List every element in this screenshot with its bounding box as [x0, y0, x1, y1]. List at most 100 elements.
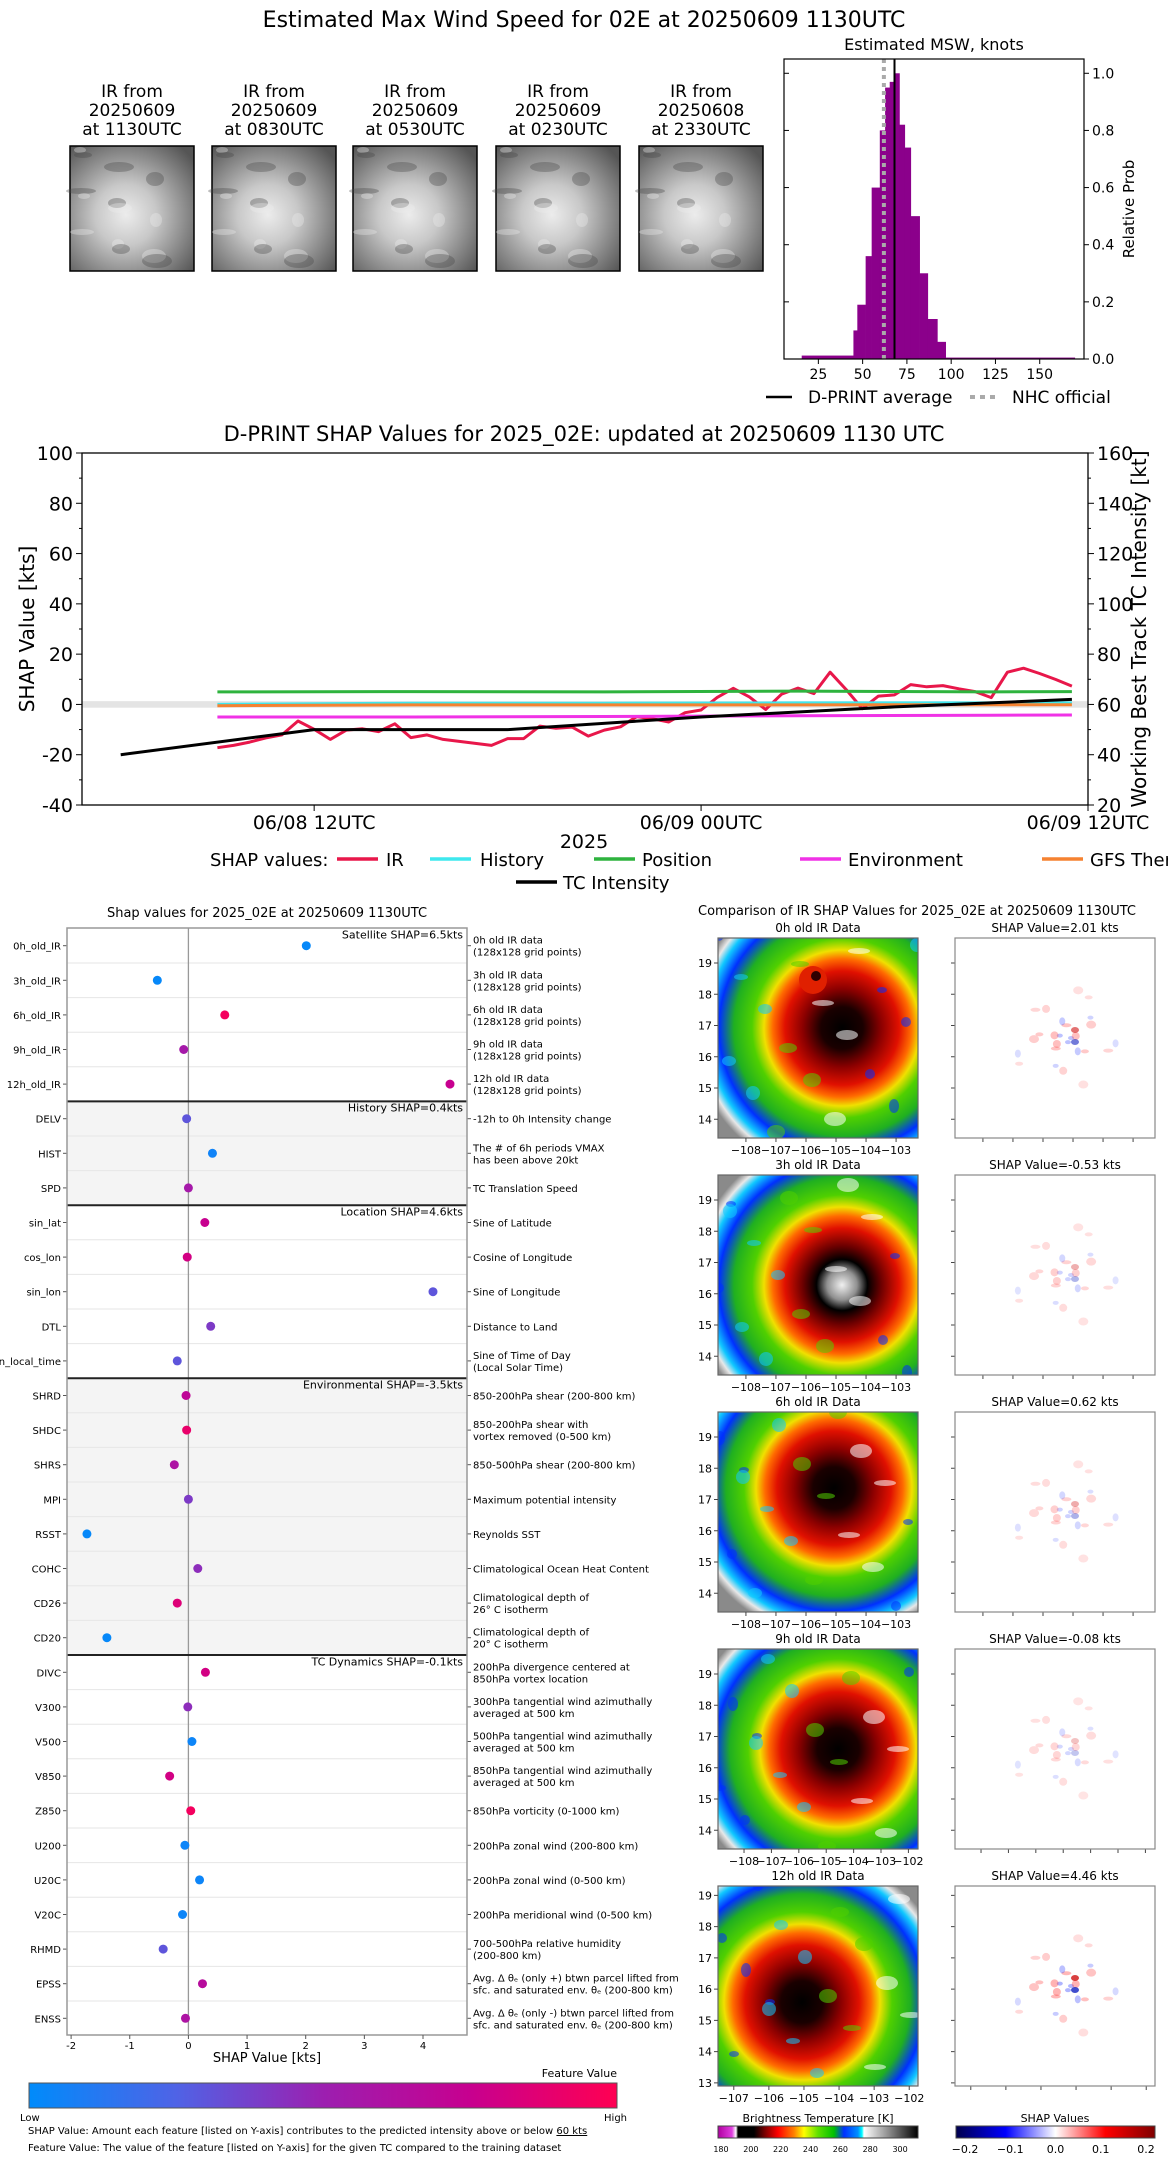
shap-blob [1014, 1997, 1021, 2006]
histogram-bar [871, 187, 881, 359]
lon-tick-label: −104 [851, 1144, 881, 1157]
cloud-cell [728, 1697, 738, 1711]
shap-blob [1029, 1272, 1040, 1281]
shap-map [955, 1175, 1155, 1375]
cloud-texture [387, 162, 417, 172]
lat-tick-label: 16 [698, 1525, 712, 1538]
cloud-cell [735, 1322, 749, 1332]
cloud-cell [806, 1723, 824, 1737]
cloud-texture [66, 188, 96, 194]
cloud-texture [391, 198, 409, 208]
shap-blob [1074, 1047, 1081, 1056]
cloud-cell [825, 1266, 847, 1272]
thumbnail-date: 20250609 [231, 101, 318, 121]
feature-name: 6h_old_IR [13, 1011, 61, 1022]
x-tick-label: 4 [420, 2041, 426, 2052]
cloud-cell [887, 1746, 909, 1752]
shap-blob [1080, 1523, 1089, 1528]
shap-blob [1086, 1494, 1097, 1503]
shap-blob [1059, 1728, 1066, 1737]
shap-blob [1071, 1506, 1080, 1515]
lon-tick-label: −106 [784, 1855, 814, 1868]
y-tick-label: 60 [49, 544, 73, 566]
cloud-cell [850, 1444, 872, 1458]
feature-description: Climatological depth of [473, 1628, 589, 1639]
feature-description: The # of 6h periods VMAX [472, 1143, 605, 1154]
shap-point-6h_old_IR [220, 1010, 230, 1020]
lon-tick-label: −107 [756, 1855, 786, 1868]
feature-description: 700-500hPa relative humidity [473, 1939, 621, 1950]
feature-description: Distance to Land [473, 1322, 558, 1333]
footnote-shap: SHAP Value: Amount each feature [listed … [28, 2126, 587, 2137]
shap-panel-frame [954, 937, 1156, 1139]
bt-colorbar-label: Brightness Temperature [K] [742, 2112, 893, 2125]
convective-core [811, 971, 821, 981]
x-tick-label: 25 [809, 367, 827, 383]
feature-description: 200hPa meridional wind (0-500 km) [473, 1911, 652, 1922]
cloud-cell [786, 2038, 800, 2044]
shap-blob [1087, 1963, 1094, 1968]
cloud-cell [734, 974, 748, 980]
legend-label: Position [642, 850, 712, 871]
timeseries-ylabel: SHAP Value [kts] [15, 546, 39, 713]
bt-tick-label: 280 [863, 2145, 878, 2154]
feature-name: DTL [42, 1322, 62, 1333]
feature-description: 850-200hPa shear (200-800 km) [473, 1392, 636, 1403]
shap-panel-frame [954, 1648, 1156, 1850]
thumbnail-label: IR from [243, 82, 305, 102]
timeseries-xlabel: 2025 [560, 831, 608, 853]
y-tick-label: 0.4 [1092, 238, 1114, 254]
feature-name: V500 [35, 1738, 61, 1749]
thumbnail-time: at 0530UTC [365, 120, 464, 140]
x-tick-label: 0 [185, 2041, 191, 2052]
cloud-texture [254, 239, 266, 249]
y-tick-label: 0.8 [1092, 123, 1114, 139]
shap-blob [1050, 1979, 1059, 1988]
lat-tick-label: 17 [698, 1731, 712, 1744]
lon-tick-label: −104 [851, 1618, 881, 1631]
cloud-texture [142, 254, 172, 268]
lat-tick-label: 13 [698, 2077, 712, 2090]
feature-name: DIVC [37, 1668, 61, 1679]
shap-point-V300 [183, 1702, 193, 1712]
shap-blob [1084, 1232, 1093, 1237]
shap-panel-title: SHAP Value=0.62 kts [991, 1395, 1118, 1409]
lon-tick-label: −106 [791, 1144, 821, 1157]
cloud-cell [753, 1886, 763, 1891]
thumbnail-label: IR from [670, 82, 732, 102]
shap-point-U20C [195, 1875, 205, 1885]
shap-blob [1061, 1734, 1072, 1739]
ir-thumbnail-image [352, 145, 478, 272]
cloud-cell [849, 1296, 871, 1306]
y2-tick-label: 20 [1097, 795, 1121, 817]
histogram-bar [904, 147, 912, 359]
cloud-cell [890, 1253, 900, 1259]
cloud-cell [824, 1112, 846, 1126]
feature-description: 850-200hPa shear with [473, 1420, 588, 1431]
lon-tick-label: −105 [821, 1144, 851, 1157]
shap-map [955, 938, 1155, 1138]
y-tick-label: 40 [49, 594, 73, 616]
x-tick-label: 1 [244, 2041, 250, 2052]
lon-tick-label: −108 [729, 1855, 759, 1868]
x-tick-label: 125 [982, 367, 1009, 383]
ir-comparison-row: 12h old IR Data SHAP Value=4.46 kts 13 14 15… [698, 1869, 1156, 2105]
shap-blob [1103, 1285, 1114, 1290]
cloud-cell [727, 1549, 737, 1559]
lat-tick-label: 15 [698, 1556, 712, 1569]
x-tick-label: 06/08 12UTC [253, 812, 376, 834]
brightness-temperature-colorbar [717, 2125, 919, 2139]
x-tick-label: 100 [938, 367, 965, 383]
shap-tick-label: 0.0 [1047, 2143, 1065, 2156]
legend-title: SHAP values: [210, 850, 328, 871]
feature-name: EPSS [36, 1980, 61, 1991]
lat-tick-label: 18 [698, 1699, 712, 1712]
y2-tick-label: 140 [1097, 493, 1133, 515]
shap-peak-negative [1071, 1750, 1079, 1756]
shap-blob [1030, 1718, 1041, 1723]
bt-tick-label: 300 [892, 2145, 907, 2154]
shap-map [955, 1412, 1155, 1612]
shap-blob [1061, 1497, 1072, 1502]
cloud-texture [208, 188, 238, 194]
cloud-cell [746, 1086, 760, 1100]
